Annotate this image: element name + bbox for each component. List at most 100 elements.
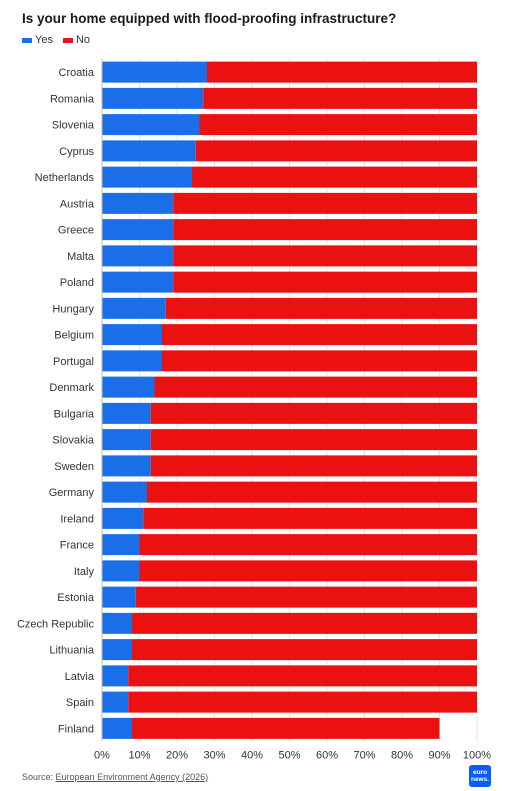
legend-swatch-no (62, 37, 73, 43)
x-tick-label: 0% (94, 750, 110, 762)
bar-no (203, 87, 477, 109)
bar-no (150, 455, 477, 477)
x-tick-label: 50% (278, 750, 300, 762)
category-label: Czech Republic (17, 618, 95, 630)
bar-no (147, 481, 477, 503)
category-label: Sweden (54, 461, 94, 473)
bar-no (128, 665, 477, 687)
bar-no (165, 297, 477, 319)
bar-yes (102, 612, 132, 634)
bar-no (207, 61, 477, 83)
category-label: Portugal (53, 356, 94, 368)
category-label: Malta (67, 251, 95, 263)
bar-yes (102, 717, 132, 739)
bar-yes (102, 297, 166, 319)
bar-no (192, 166, 477, 188)
bar-no (139, 534, 477, 556)
bar-no (154, 376, 477, 398)
bar-yes (102, 192, 174, 214)
category-label: Bulgaria (54, 408, 95, 420)
bar-no (132, 639, 477, 661)
legend: Yes No (22, 34, 100, 46)
category-label: Greece (58, 225, 94, 237)
bar-yes (102, 87, 204, 109)
x-tick-label: 90% (428, 750, 450, 762)
bar-no (162, 324, 477, 346)
x-tick-label: 20% (166, 750, 188, 762)
category-label: Finland (58, 723, 94, 735)
bar-no (162, 350, 477, 372)
euronews-logo: euro news. (469, 765, 491, 787)
bar-no (135, 586, 477, 608)
bar-no (139, 560, 477, 582)
bar-yes (102, 586, 136, 608)
bar-yes (102, 271, 174, 293)
legend-label-yes: Yes (35, 34, 53, 46)
chart-title: Is your home equipped with flood-proofin… (22, 11, 397, 26)
category-label: Croatia (59, 67, 95, 79)
category-label: Netherlands (35, 172, 95, 184)
legend-swatch-yes (22, 37, 32, 43)
category-label: Spain (66, 697, 94, 709)
category-label: Denmark (49, 382, 94, 394)
bar-yes (102, 350, 162, 372)
bar-no (173, 219, 477, 241)
x-tick-label: 80% (391, 750, 413, 762)
bar-no (132, 717, 440, 739)
legend-label-no: No (75, 34, 91, 46)
category-label: Slovakia (52, 435, 94, 447)
x-tick-label: 70% (353, 750, 375, 762)
bar-no (132, 612, 477, 634)
bar-no (199, 114, 477, 136)
bar-no (173, 192, 477, 214)
category-label: France (60, 540, 94, 552)
category-label: Belgium (54, 330, 94, 342)
x-tick-label: 100% (463, 750, 491, 762)
bar-no (195, 140, 477, 162)
category-label: Romania (50, 93, 95, 105)
bar-yes (102, 114, 200, 136)
category-label: Latvia (65, 671, 95, 683)
bar-yes (102, 639, 132, 661)
bar-no (143, 507, 477, 529)
source-note: Source: European Environment Agency (202… (22, 772, 208, 782)
source-link[interactable]: European Environment Agency (2026) (55, 772, 209, 782)
bar-yes (102, 61, 207, 83)
bar-no (173, 245, 477, 267)
bar-yes (102, 324, 162, 346)
logo-text-line1: euro (472, 769, 488, 776)
x-tick-label: 60% (316, 750, 338, 762)
category-label: Germany (49, 487, 95, 499)
category-label: Hungary (52, 303, 94, 315)
logo-text-line2: news. (470, 776, 490, 783)
bar-yes (102, 402, 151, 424)
bar-yes (102, 665, 129, 687)
category-label: Slovenia (52, 120, 95, 132)
category-label: Austria (60, 198, 95, 210)
bar-yes (102, 560, 140, 582)
bar-yes (102, 376, 155, 398)
legend-item-yes: Yes (22, 34, 53, 46)
bar-no (150, 429, 477, 451)
bar-yes (102, 481, 147, 503)
source-prefix: Source: (22, 772, 56, 782)
x-tick-label: 10% (128, 750, 150, 762)
category-label: Estonia (57, 592, 95, 604)
bar-yes (102, 507, 144, 529)
category-label: Italy (74, 566, 95, 578)
bar-yes (102, 140, 196, 162)
bar-no (128, 691, 477, 713)
bar-no (173, 271, 477, 293)
x-tick-label: 40% (241, 750, 263, 762)
bar-no (150, 402, 477, 424)
bar-yes (102, 455, 151, 477)
bar-yes (102, 166, 192, 188)
category-label: Lithuania (49, 645, 95, 657)
bar-yes (102, 429, 151, 451)
bar-yes (102, 691, 129, 713)
bar-yes (102, 219, 174, 241)
bar-yes (102, 245, 174, 267)
category-label: Ireland (60, 513, 94, 525)
legend-item-no: No (62, 34, 91, 46)
